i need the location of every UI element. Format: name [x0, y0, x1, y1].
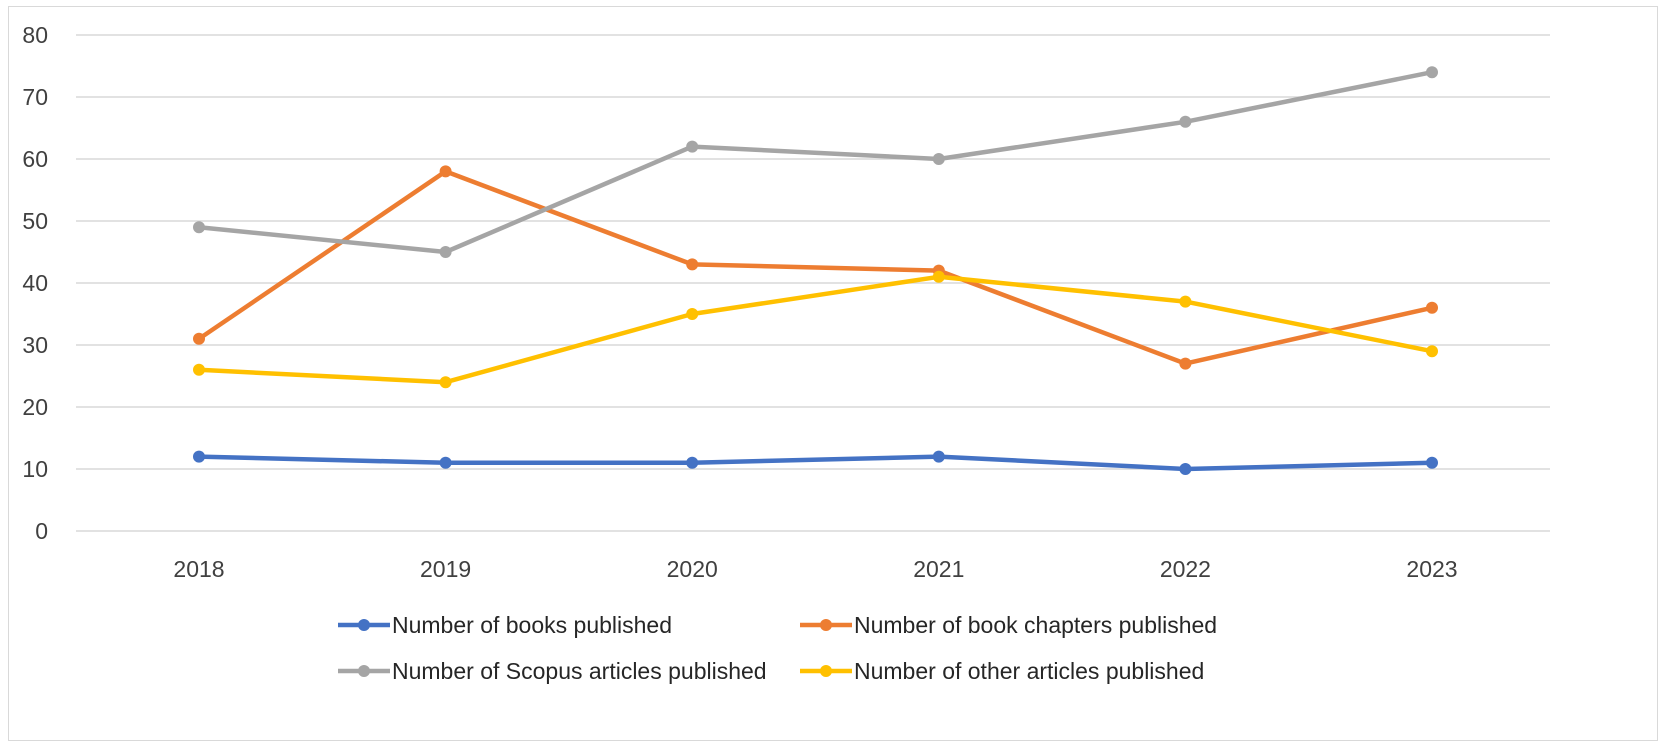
legend-marker — [820, 665, 832, 677]
series-1 — [193, 450, 1438, 475]
series-line — [196, 274, 1435, 385]
legend-item: Number of Scopus articles published — [338, 658, 767, 684]
data-point — [686, 258, 699, 271]
legend-marker — [820, 619, 832, 631]
x-axis-ticks: 2018 2019 2020 2021 2022 2023 — [173, 556, 1457, 582]
series-line — [196, 454, 1435, 472]
data-point — [1426, 345, 1438, 358]
data-point — [686, 456, 699, 469]
y-tick-label: 0 — [35, 518, 48, 544]
legend-label: Number of other articles published — [854, 658, 1204, 684]
series-3 — [193, 66, 1438, 258]
data-point — [193, 363, 205, 376]
data-point — [1179, 115, 1192, 128]
series-line — [196, 169, 1435, 366]
data-point — [932, 270, 945, 283]
y-tick-label: 50 — [22, 208, 48, 234]
series-layer — [193, 66, 1438, 475]
y-tick-label: 40 — [22, 270, 48, 296]
data-point — [686, 140, 699, 153]
data-point — [1426, 456, 1438, 469]
legend: Number of books published Number of book … — [338, 612, 1217, 684]
data-point — [439, 376, 452, 389]
data-point — [1179, 463, 1192, 475]
data-point — [439, 165, 452, 178]
legend-item: Number of book chapters published — [800, 612, 1217, 638]
legend-item: Number of other articles published — [800, 658, 1204, 684]
data-point — [1426, 301, 1438, 314]
data-point — [932, 450, 945, 463]
legend-item: Number of books published — [338, 612, 672, 638]
x-tick-label: 2020 — [667, 556, 718, 582]
x-tick-label: 2019 — [420, 556, 471, 582]
data-point — [932, 153, 945, 165]
y-tick-label: 80 — [22, 22, 48, 48]
data-point — [1426, 66, 1438, 79]
series-2 — [193, 165, 1438, 370]
x-tick-label: 2021 — [913, 556, 964, 582]
series-4 — [193, 270, 1438, 389]
y-tick-label: 20 — [22, 394, 48, 420]
y-tick-label: 60 — [22, 146, 48, 172]
y-tick-label: 70 — [22, 84, 48, 110]
x-tick-label: 2023 — [1406, 556, 1457, 582]
y-tick-label: 10 — [22, 456, 48, 482]
legend-marker — [358, 619, 370, 631]
data-point — [1179, 295, 1192, 308]
y-axis-ticks: 0 10 20 30 40 50 60 70 80 — [22, 22, 48, 544]
legend-label: Number of Scopus articles published — [392, 658, 767, 684]
series-line — [196, 69, 1435, 255]
legend-label: Number of book chapters published — [854, 612, 1217, 638]
x-tick-label: 2018 — [173, 556, 224, 582]
y-tick-label: 30 — [22, 332, 48, 358]
data-point — [1179, 357, 1192, 370]
legend-label: Number of books published — [392, 612, 672, 638]
gridlines — [76, 34, 1550, 532]
data-point — [193, 450, 205, 463]
data-point — [193, 221, 205, 234]
data-point — [439, 456, 452, 469]
data-point — [193, 332, 205, 345]
data-point — [686, 308, 699, 320]
legend-marker — [358, 665, 370, 677]
x-tick-label: 2022 — [1160, 556, 1211, 582]
data-point — [439, 246, 452, 258]
